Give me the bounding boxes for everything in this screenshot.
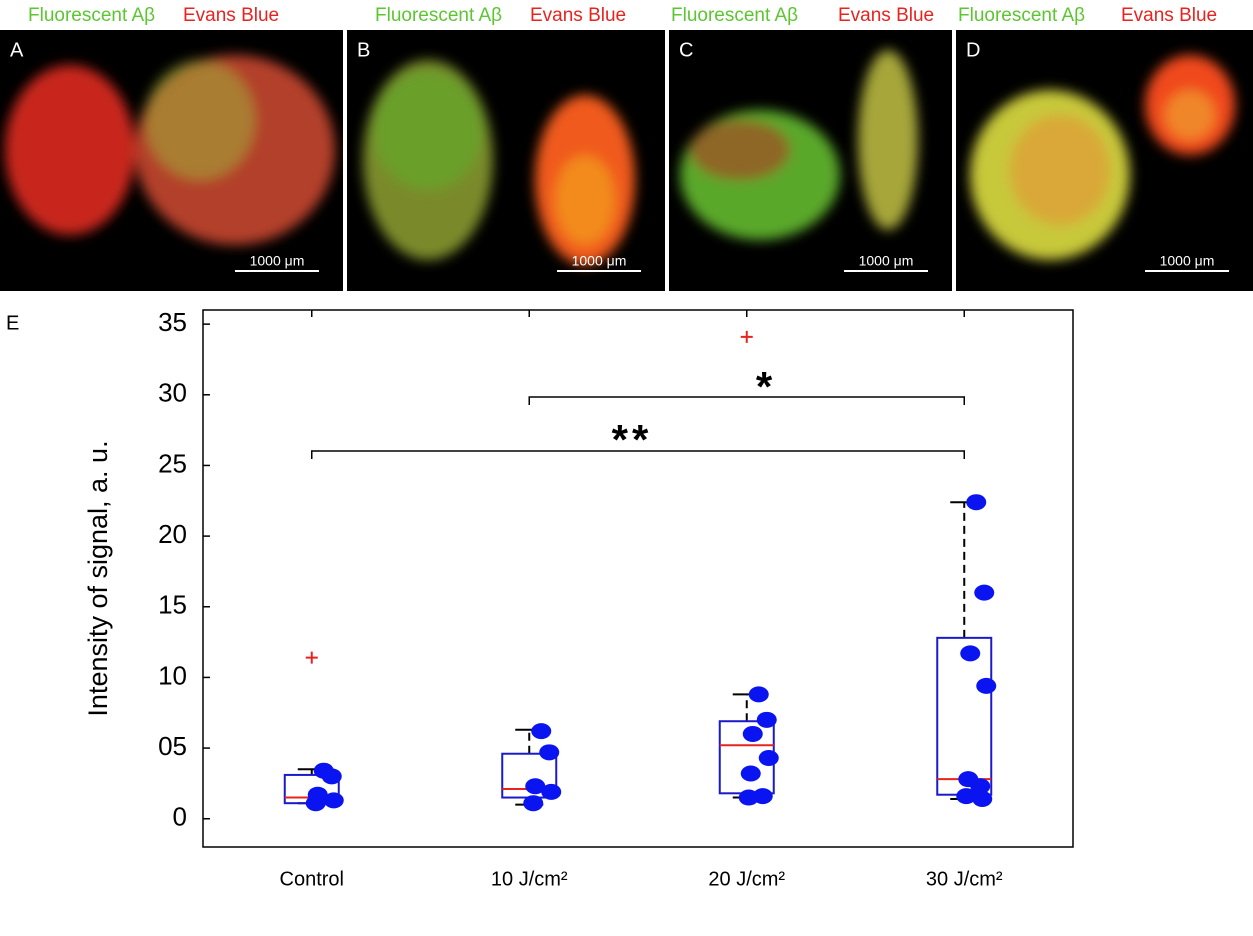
scale-label: 1000 μm	[1160, 253, 1215, 269]
data-point	[525, 778, 546, 795]
panel-label: E	[6, 312, 19, 334]
scale-label: 1000 μm	[859, 253, 914, 269]
y-axis-label: Intensity of signal, a. u.	[83, 440, 113, 716]
box	[936, 636, 993, 796]
data-point	[539, 744, 560, 761]
y-tick-label: 25	[158, 448, 187, 478]
data-point	[974, 584, 995, 601]
x-tick-label: Control	[280, 868, 344, 890]
y-tick-label: 35	[158, 307, 187, 337]
data-point	[972, 790, 993, 807]
channel-label: Fluorescent Aβ	[958, 5, 1085, 26]
channel-label: Evans Blue	[1121, 5, 1217, 26]
y-tick-label: 30	[158, 378, 187, 408]
y-tick-label: 15	[158, 590, 187, 620]
data-point	[960, 645, 981, 662]
data-point	[976, 677, 997, 694]
plot-frame	[202, 309, 1074, 848]
data-point	[956, 788, 977, 805]
significance-label: **	[612, 416, 653, 463]
channel-label: Evans Blue	[530, 5, 626, 26]
data-point	[758, 749, 779, 766]
channel-label: Fluorescent Aβ	[28, 5, 155, 26]
outlier	[305, 651, 318, 664]
x-tick-label: 30 J/cm²	[926, 868, 1003, 890]
x-tick-label: 20 J/cm²	[708, 868, 785, 890]
y-tick-label: 20	[158, 519, 187, 549]
data-point	[531, 723, 552, 740]
panel-label: A	[10, 39, 24, 61]
data-point	[305, 795, 326, 812]
data-point	[541, 783, 562, 800]
significance-label: *	[756, 363, 776, 410]
panel-label: C	[679, 39, 693, 61]
data-point	[756, 711, 777, 728]
channel-label: Evans Blue	[838, 5, 934, 26]
channel-label: Fluorescent Aβ	[375, 5, 502, 26]
data-point	[321, 768, 342, 785]
panel-label: B	[357, 39, 370, 61]
data-point	[748, 686, 769, 703]
significance-bracket	[528, 396, 965, 405]
y-tick-label: 10	[158, 660, 187, 690]
panel-label: D	[966, 39, 980, 61]
data-point	[966, 494, 987, 511]
x-tick-label: 10 J/cm²	[491, 868, 568, 890]
y-tick-label: 0	[173, 802, 187, 832]
scale-label: 1000 μm	[250, 253, 305, 269]
data-point	[738, 789, 759, 806]
data-point	[970, 778, 991, 795]
data-point	[323, 792, 344, 809]
significance-bracket	[311, 450, 965, 459]
scale-label: 1000 μm	[572, 253, 627, 269]
data-point	[742, 725, 763, 742]
data-point	[740, 765, 761, 782]
outlier	[740, 330, 753, 343]
channel-label: Evans Blue	[183, 5, 279, 26]
y-tick-label: 05	[158, 731, 187, 761]
channel-label: Fluorescent Aβ	[671, 5, 798, 26]
data-point	[523, 795, 544, 812]
micrographs	[0, 30, 1253, 291]
